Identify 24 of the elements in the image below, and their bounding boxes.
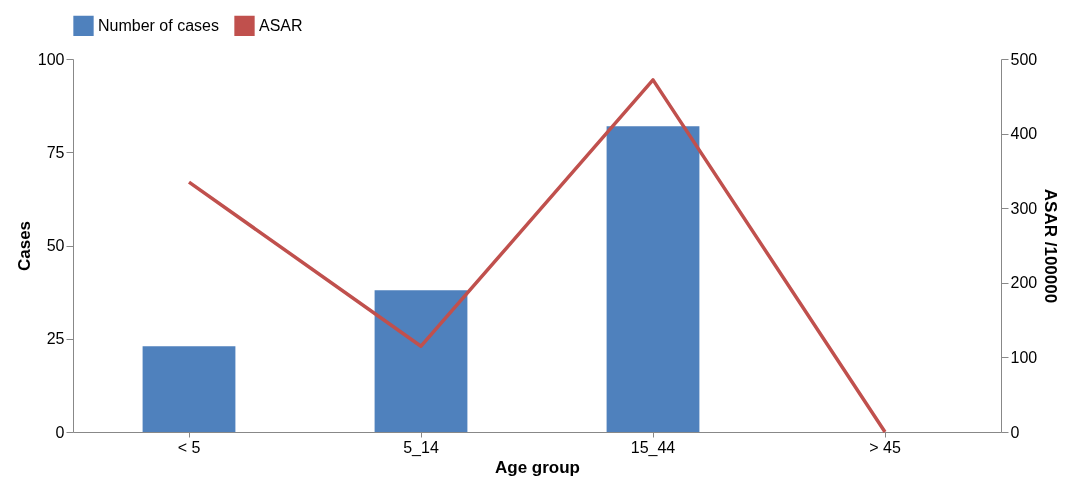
y2-axis-title: ASAR /100000 [1041, 188, 1061, 304]
x-tick-label: < 5 [177, 438, 201, 456]
y-tick-label: 25 [46, 330, 65, 348]
legend-label: ASAR [259, 16, 303, 34]
x-tick-label: > 45 [869, 438, 901, 456]
bar [374, 290, 468, 432]
y-tick-label: 100 [37, 50, 65, 68]
x-axis-title: Age group [495, 457, 580, 477]
y2-tick-label: 400 [1010, 125, 1038, 143]
y2-tick-label: 200 [1010, 274, 1038, 292]
y-tick-label: 50 [46, 237, 65, 254]
y2-tick-label: 300 [1010, 199, 1038, 217]
legend-label: Number of cases [98, 16, 219, 34]
y2-tick-label: 0 [1010, 423, 1020, 441]
x-tick-label: 15_44 [630, 438, 676, 457]
y2-tick-label: 500 [1010, 50, 1038, 68]
y-axis-title: Cases [14, 220, 34, 272]
bar [606, 126, 700, 432]
bar [142, 346, 236, 432]
y-tick-label: 75 [46, 143, 65, 161]
x-tick-label: 5_14 [403, 438, 439, 457]
line-series [187, 78, 887, 434]
y2-tick-label: 100 [1010, 348, 1038, 366]
y-tick-label: 0 [55, 423, 65, 441]
